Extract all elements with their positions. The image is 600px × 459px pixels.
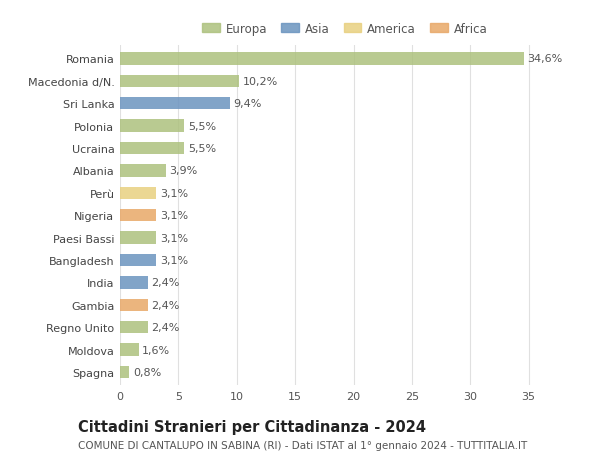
Text: 3,1%: 3,1% — [160, 255, 188, 265]
Text: 0,8%: 0,8% — [133, 367, 161, 377]
Text: 3,1%: 3,1% — [160, 188, 188, 198]
Text: 3,9%: 3,9% — [169, 166, 197, 176]
Bar — [120, 366, 130, 378]
Text: 34,6%: 34,6% — [527, 54, 563, 64]
Legend: Europa, Asia, America, Africa: Europa, Asia, America, Africa — [197, 18, 492, 40]
Text: 9,4%: 9,4% — [233, 99, 262, 109]
Text: 1,6%: 1,6% — [142, 345, 170, 355]
Bar — [120, 53, 524, 66]
Text: 2,4%: 2,4% — [152, 323, 180, 332]
Bar — [120, 232, 156, 244]
Text: 3,1%: 3,1% — [160, 233, 188, 243]
Text: 5,5%: 5,5% — [188, 121, 216, 131]
Bar — [120, 254, 156, 267]
Bar — [120, 277, 148, 289]
Bar — [120, 299, 148, 311]
Bar — [120, 98, 230, 110]
Text: 5,5%: 5,5% — [188, 144, 216, 154]
Bar — [120, 344, 139, 356]
Bar — [120, 76, 239, 88]
Text: 3,1%: 3,1% — [160, 211, 188, 221]
Text: 2,4%: 2,4% — [152, 278, 180, 288]
Bar — [120, 210, 156, 222]
Text: 2,4%: 2,4% — [152, 300, 180, 310]
Text: COMUNE DI CANTALUPO IN SABINA (RI) - Dati ISTAT al 1° gennaio 2024 - TUTTITALIA.: COMUNE DI CANTALUPO IN SABINA (RI) - Dat… — [78, 440, 527, 450]
Bar — [120, 120, 184, 133]
Bar — [120, 143, 184, 155]
Text: Cittadini Stranieri per Cittadinanza - 2024: Cittadini Stranieri per Cittadinanza - 2… — [78, 419, 426, 434]
Bar — [120, 321, 148, 334]
Bar — [120, 165, 166, 177]
Bar — [120, 187, 156, 200]
Text: 10,2%: 10,2% — [242, 77, 278, 87]
